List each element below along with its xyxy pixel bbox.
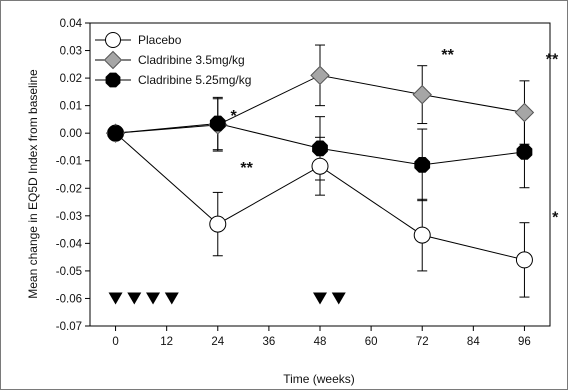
y-tick-label: 0.03 [60, 46, 82, 58]
legend-marker-cladribine-5-25mg-kg [105, 72, 121, 88]
x-tick-label: 0 [112, 336, 118, 348]
x-tick-label: 72 [416, 336, 429, 348]
y-tick-label: 0.02 [60, 73, 82, 85]
dosing-marker [331, 292, 346, 305]
y-tick-label: -0.07 [56, 321, 82, 333]
y-tick-label: 0.01 [60, 101, 82, 113]
significance-marker: * [552, 210, 559, 227]
dosing-marker [164, 292, 179, 305]
x-tick-label: 84 [467, 336, 480, 348]
x-tick-label: 48 [314, 336, 327, 348]
data-point-cladribine-5-25mg-kg [107, 125, 124, 142]
legend-marker-cladribine-3-5mg-kg [103, 50, 123, 70]
significance-marker: * [231, 108, 238, 125]
x-tick-label: 60 [365, 336, 378, 348]
data-point-placebo [311, 157, 329, 175]
data-point-cladribine-3-5mg-kg [514, 102, 535, 123]
y-tick-label: -0.05 [56, 266, 82, 278]
data-point-cladribine-5-25mg-kg [516, 144, 533, 160]
y-tick-label: -0.01 [56, 156, 82, 168]
data-point-placebo [413, 226, 431, 244]
data-point-cladribine-5-25mg-kg [209, 115, 226, 132]
data-point-cladribine-3-5mg-kg [412, 84, 432, 105]
data-point-cladribine-5-25mg-kg [414, 156, 431, 173]
y-axis-label: Mean change in EQ5D Index from baseline [26, 69, 40, 299]
data-point-cladribine-5-25mg-kg [312, 140, 328, 157]
x-tick-label: 96 [518, 336, 531, 348]
data-point-cladribine-3-5mg-kg [310, 65, 330, 86]
x-axis-label: Time (weeks) [283, 372, 355, 386]
legend-label: Placebo [138, 33, 182, 47]
y-tick-label: -0.04 [56, 238, 83, 250]
y-tick-label: -0.03 [56, 211, 82, 223]
y-tick-label: 0.00 [60, 128, 82, 140]
x-tick-label: 36 [262, 336, 275, 348]
x-tick-label: 12 [160, 336, 173, 348]
dosing-marker [108, 292, 123, 305]
y-tick-label: 0.04 [60, 18, 83, 30]
y-tick-label: -0.06 [56, 293, 82, 305]
legend-marker-placebo [105, 32, 121, 48]
significance-marker: ** [546, 51, 559, 68]
dosing-marker [313, 292, 327, 305]
dosing-marker [146, 292, 161, 305]
x-tick-label: 24 [211, 336, 224, 348]
significance-marker: ** [441, 47, 454, 64]
data-point-placebo [209, 215, 227, 233]
legend-label: Cladribine 3.5mg/kg [138, 53, 245, 67]
significance-marker: ** [240, 160, 253, 177]
legend-label: Cladribine 5.25mg/kg [138, 73, 251, 87]
dosing-marker [127, 292, 142, 305]
data-point-placebo [515, 251, 533, 269]
y-tick-label: -0.02 [56, 183, 82, 195]
